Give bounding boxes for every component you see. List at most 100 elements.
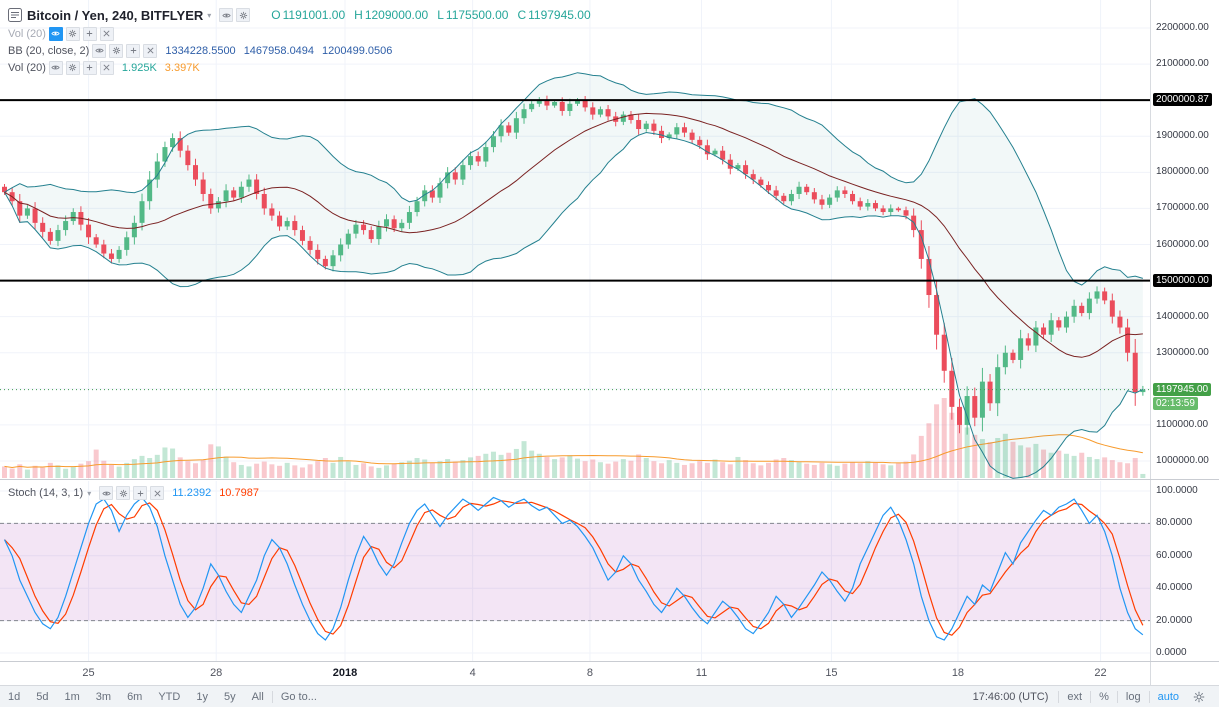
eye-icon[interactable]	[48, 26, 63, 41]
gear-icon[interactable]	[109, 43, 124, 58]
series-eye-icon[interactable]	[219, 8, 234, 22]
bottom-toolbar: 1d 5d 1m 3m 6m YTD 1y 5y All Go to... 17…	[0, 685, 1219, 707]
low-label: L	[437, 8, 444, 22]
eye-icon[interactable]	[92, 43, 107, 58]
close-icon[interactable]	[99, 26, 114, 41]
time-tick-label: 11	[695, 667, 708, 679]
bb-upper-line	[4, 72, 1144, 286]
stoch-tick-label: 40.0000	[1156, 582, 1193, 594]
bb-basis-line	[4, 112, 1143, 358]
low-value: 1175500.00	[445, 8, 509, 22]
indicator-label[interactable]: BB (20, close, 2)	[8, 44, 90, 57]
toolbar-divider	[1116, 690, 1118, 703]
indicator-row-vol-hidden: Vol (20)	[8, 25, 591, 42]
high-label: H	[354, 8, 363, 22]
symbol-dropdown-caret[interactable]: ▾	[207, 11, 212, 20]
auto-scale-button[interactable]: auto	[1157, 690, 1179, 703]
close-icon[interactable]	[150, 486, 165, 500]
stoch-k-value: 11.2392	[172, 487, 212, 499]
time-axis[interactable]: 25 28 2018 4 8 11 15 18 22	[0, 662, 1150, 685]
volume-ma-line	[4, 434, 1143, 469]
stoch-tick-label: 0.0000	[1156, 647, 1187, 658]
price-tick-label: 1900000.00	[1156, 130, 1209, 142]
plus-icon[interactable]	[133, 486, 148, 500]
bar-countdown-badge: 02:13:59	[1153, 396, 1198, 410]
range-3m-button[interactable]: 3m	[95, 690, 112, 703]
stoch-band-fill	[0, 523, 1150, 621]
time-tick-label: 22	[1094, 667, 1107, 679]
plus-icon[interactable]	[126, 43, 141, 58]
stoch-d-value: 10.7987	[219, 487, 259, 499]
range-all-button[interactable]: All	[251, 690, 264, 703]
chart-menu-icon[interactable]	[8, 8, 22, 22]
open-value: 1191001.00	[282, 8, 346, 22]
gear-icon[interactable]	[65, 26, 80, 41]
time-tick-label: 8	[586, 667, 593, 679]
time-axis-separator	[0, 661, 1219, 662]
goto-button[interactable]: Go to...	[280, 690, 317, 703]
stoch-k-line	[3, 496, 1144, 641]
ohlc-values: O 1191001.00 H 1209000.00 L 1175500.00 C 119…	[262, 8, 590, 22]
price-tick-label: 1400000.00	[1156, 310, 1209, 322]
range-ytd-button[interactable]: YTD	[158, 690, 181, 703]
plus-icon[interactable]	[82, 60, 97, 75]
range-1d-button[interactable]: 1d	[8, 690, 21, 703]
eye-icon[interactable]	[48, 60, 63, 75]
range-5d-button[interactable]: 5d	[36, 690, 49, 703]
price-tick-label: 1700000.00	[1156, 202, 1209, 214]
bb-basis-value: 1334228.5500	[165, 44, 236, 57]
volume-ma-value: 3.397K	[164, 61, 200, 74]
price-tick-label: 2200000.00	[1156, 22, 1209, 33]
stoch-legend: Stoch (14, 3, 1) ▾ 11.2392 10.7987	[8, 486, 259, 500]
stoch-label[interactable]: Stoch (14, 3, 1)	[8, 487, 84, 499]
toolbar-right-group: 17:46:00 (UTC) ext % log auto	[963, 690, 1219, 703]
log-scale-button[interactable]: log	[1125, 690, 1141, 703]
main-price-chart[interactable]	[0, 0, 1150, 479]
symbol-row: Bitcoin / Yen, 240, BITFLYER ▾ O 1191001.…	[8, 5, 591, 25]
price-tick-label: 2100000.00	[1156, 58, 1209, 70]
price-level-badge: 1500000.00	[1153, 273, 1212, 287]
indicator-row-bb: BB (20, close, 2) 1334228.5500 1467958.0…	[8, 42, 591, 59]
stoch-tick-label: 100.0000	[1156, 485, 1198, 496]
stoch-dropdown-caret[interactable]: ▾	[87, 489, 92, 498]
indicator-label[interactable]: Vol (20)	[8, 27, 46, 40]
time-tick-label: 15	[825, 667, 838, 679]
stoch-tick-label: 20.0000	[1156, 614, 1193, 626]
stoch-panel-chart[interactable]	[0, 481, 1150, 661]
eye-icon[interactable]	[99, 486, 114, 500]
percent-scale-button[interactable]: %	[1099, 690, 1109, 703]
clock[interactable]: 17:46:00 (UTC)	[972, 690, 1049, 703]
stoch-tick-label: 60.0000	[1156, 549, 1193, 561]
gear-icon[interactable]	[116, 486, 131, 500]
range-1m-button[interactable]: 1m	[64, 690, 80, 703]
symbol-title[interactable]: Bitcoin / Yen, 240, BITFLYER	[27, 7, 204, 23]
price-tick-label: 1100000.00	[1156, 418, 1209, 430]
time-tick-label: 28	[210, 667, 223, 679]
bb-lower-value: 1200499.0506	[322, 44, 393, 57]
price-tick-label: 1800000.00	[1156, 166, 1209, 178]
volume-bars	[2, 398, 1146, 478]
time-tick-label: 2018	[332, 667, 358, 679]
indicator-label[interactable]: Vol (20)	[8, 61, 46, 74]
close-icon[interactable]	[143, 43, 158, 58]
series-settings-icon[interactable]	[236, 8, 251, 22]
range-6m-button[interactable]: 6m	[127, 690, 143, 703]
extended-hours-button[interactable]: ext	[1067, 690, 1083, 703]
plus-icon[interactable]	[82, 26, 97, 41]
panel-separator[interactable]	[0, 479, 1219, 480]
range-1y-button[interactable]: 1y	[196, 690, 208, 703]
chart-properties-gear-icon[interactable]	[1187, 691, 1211, 703]
toolbar-divider	[271, 690, 273, 703]
bb-fill	[4, 72, 1143, 479]
toolbar-divider	[1148, 690, 1150, 703]
bb-lower-line	[4, 131, 1144, 479]
gear-icon[interactable]	[65, 60, 80, 75]
last-price-badge: 1197945.00	[1153, 382, 1212, 396]
time-tick-label: 4	[469, 667, 476, 679]
candles	[2, 95, 1146, 435]
range-5y-button[interactable]: 5y	[223, 690, 236, 703]
price-tick-label: 1300000.00	[1156, 346, 1209, 358]
price-axis[interactable]: 2200000.00 2100000.00 1900000.00 1800000.00…	[1150, 0, 1219, 685]
close-icon[interactable]	[99, 60, 114, 75]
